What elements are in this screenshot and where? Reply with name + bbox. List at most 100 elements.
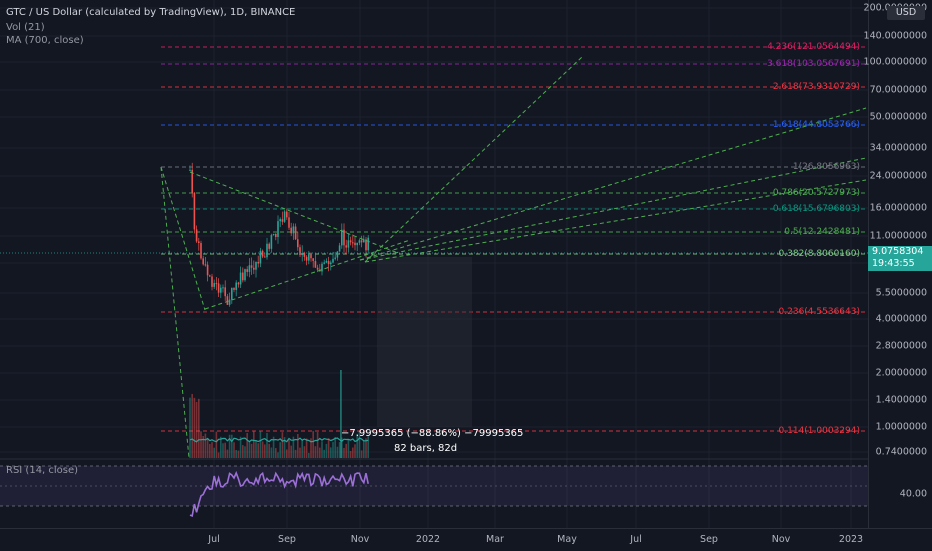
volume-bar [314, 446, 317, 458]
volume-bar [209, 443, 211, 458]
rsi-pane [0, 458, 868, 507]
candle-body [334, 257, 336, 259]
candle-body [242, 272, 244, 281]
volume-bar [200, 431, 202, 458]
volume-bar [321, 441, 323, 458]
volume-bar [363, 440, 365, 458]
volume-bar [250, 443, 253, 458]
time-tick: Nov [350, 534, 370, 545]
time-tick: May [557, 534, 577, 545]
price-tick: 2.0000000 [875, 367, 927, 379]
candle-body [367, 237, 369, 251]
candle-body [220, 287, 222, 293]
bar-countdown: 19:43:55 [872, 258, 915, 269]
candle-body [330, 262, 332, 265]
trend-line[interactable] [204, 239, 411, 310]
volume-bar [261, 441, 264, 458]
volume-bar [323, 449, 325, 458]
volume-bar [270, 447, 273, 458]
time-axis[interactable]: Jul Sep Nov 2022 Mar May Jul Sep Nov 2023 [0, 528, 932, 551]
candle-body [228, 299, 231, 305]
trend-line[interactable] [160, 166, 206, 311]
fib-level-label: 4.236(121.0564494) [767, 42, 860, 52]
candle-body [200, 242, 202, 259]
trend-line[interactable] [359, 157, 867, 261]
rsi-legend[interactable]: RSI (14, close) [6, 465, 79, 476]
candle-body [321, 263, 323, 272]
ma-legend[interactable]: MA (700, close) [6, 35, 84, 46]
volume-bar [191, 393, 193, 458]
candle-body [294, 226, 297, 240]
fib-level-label: 0.5(12.2428481) [784, 227, 860, 237]
volume-bar [257, 443, 259, 458]
price-tick: 1.4000000 [875, 394, 927, 406]
volume-bar [356, 433, 358, 458]
volume-bar [235, 449, 237, 458]
candle-body [363, 239, 365, 243]
volume-bar [345, 443, 347, 458]
candle-body [253, 267, 255, 270]
volume-bar [268, 443, 270, 458]
volume-bar [288, 440, 290, 458]
volume-legend[interactable]: Vol (21) [6, 22, 45, 33]
volume-bar [340, 370, 342, 458]
candle-body [213, 283, 215, 287]
trend-line[interactable] [364, 179, 867, 263]
candle-body [308, 254, 310, 261]
volume-bar [327, 438, 330, 458]
candle-body [332, 258, 334, 263]
volume-bar [310, 438, 312, 458]
volume-bar [246, 433, 248, 458]
candle-body [250, 265, 253, 268]
price-tick: 34.0000000 [869, 142, 927, 154]
currency-badge[interactable]: USD [887, 6, 925, 20]
trend-line[interactable] [359, 107, 867, 261]
volume-bar [367, 436, 369, 458]
price-tick: 11.0000000 [869, 230, 927, 242]
time-tick: Sep [278, 534, 296, 545]
volume-bar [239, 436, 242, 458]
candle-body [283, 211, 286, 222]
candle-body [198, 241, 200, 243]
last-price-value: 9.0758304 [872, 246, 924, 257]
fibonacci-levels [161, 46, 866, 432]
trend-line[interactable] [189, 171, 399, 254]
candle-body [255, 261, 257, 270]
candle-body [189, 169, 191, 171]
candle-body [248, 265, 251, 272]
volume-bar [336, 446, 339, 458]
candle-body [204, 264, 207, 266]
fib-level-label: 3.618(103.0567691) [767, 59, 860, 69]
candle-body [288, 217, 290, 228]
trend-line[interactable] [160, 166, 190, 459]
volume-bar [231, 434, 233, 458]
price-tick: 140.0000000 [863, 30, 927, 42]
price-tick: 100.0000000 [863, 56, 927, 68]
volume-bar [233, 442, 235, 458]
chart-canvas[interactable] [0, 0, 932, 528]
volume-bar [224, 442, 226, 458]
volume-bar [198, 398, 200, 458]
fib-level-label: 1(26.8056963) [792, 162, 860, 172]
candle-body [259, 250, 262, 264]
volume-bar [281, 432, 284, 458]
candle-body [215, 283, 218, 285]
candle-body [310, 254, 312, 259]
volume-bar [352, 447, 354, 458]
volume-bar [283, 437, 286, 458]
candle-body [277, 221, 279, 237]
candle-body [246, 269, 248, 272]
time-tick: Jul [630, 534, 642, 545]
candle-body [191, 169, 193, 193]
candle-body [323, 262, 325, 264]
chart-title[interactable]: GTC / US Dollar (calculated by TradingVi… [6, 7, 296, 18]
trend-line[interactable] [364, 56, 583, 263]
measure-zone [377, 257, 472, 427]
candle-body [257, 261, 259, 264]
candle-body [303, 253, 306, 257]
price-tick: 4.0000000 [875, 313, 927, 325]
candle-body [268, 243, 270, 249]
time-tick: Jul [208, 534, 220, 545]
volume-bar [189, 397, 191, 458]
